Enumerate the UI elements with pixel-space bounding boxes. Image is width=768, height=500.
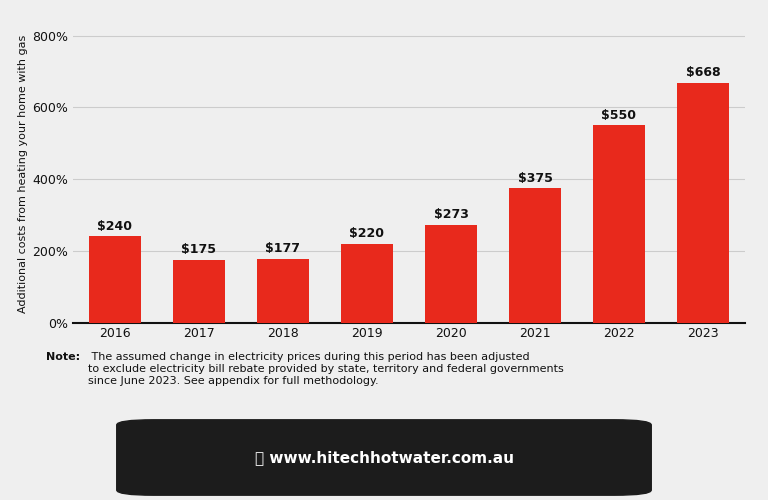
Bar: [89, 236, 141, 322]
Text: $177: $177: [266, 242, 300, 256]
Y-axis label: Additional costs from heating your home with gas: Additional costs from heating your home …: [18, 34, 28, 313]
Text: The assumed change in electricity prices during this period has been adjusted
to: The assumed change in electricity prices…: [88, 352, 564, 386]
Text: Note:: Note:: [46, 352, 80, 362]
Bar: [257, 259, 309, 322]
Bar: [509, 188, 561, 322]
Text: ⌗ www.hitechhotwater.com.au: ⌗ www.hitechhotwater.com.au: [254, 450, 514, 465]
Text: $550: $550: [601, 109, 637, 122]
Bar: [341, 244, 393, 322]
Text: $175: $175: [181, 243, 217, 256]
Text: $273: $273: [433, 208, 468, 221]
FancyBboxPatch shape: [117, 420, 651, 495]
Text: $220: $220: [349, 227, 385, 240]
Text: $375: $375: [518, 172, 552, 184]
Bar: [173, 260, 225, 322]
Text: $668: $668: [686, 66, 720, 80]
Bar: [593, 126, 645, 322]
Bar: [677, 83, 729, 322]
Bar: [425, 224, 477, 322]
Text: $240: $240: [98, 220, 132, 233]
